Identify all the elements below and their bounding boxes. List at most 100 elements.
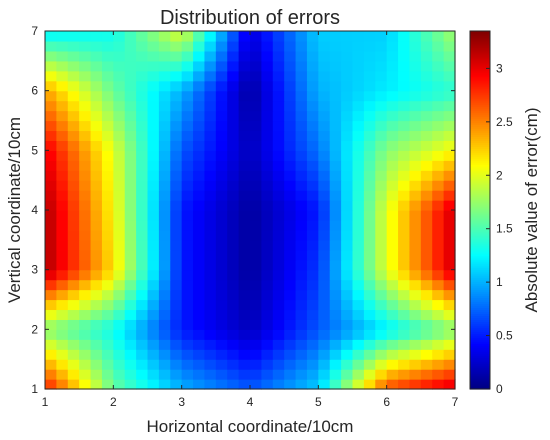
heatmap-cell [79,219,92,231]
colorbar-segment [470,86,490,90]
heatmap-cell [101,299,114,311]
heatmap-cell [318,100,331,112]
heatmap-cell [45,379,57,390]
y-axis-label: Vertical coordinate/10cm [5,117,24,303]
heatmap-cell [386,339,399,350]
heatmap-cell [181,299,194,311]
heatmap-cell [238,200,251,211]
heatmap-cell [352,299,365,311]
heatmap-cell [215,259,228,271]
heatmap-cell [67,100,80,112]
heatmap-cell [420,299,433,311]
heatmap-cell [45,70,57,82]
heatmap-cell [432,379,445,390]
heatmap-cell [238,70,251,82]
heatmap-cell [170,239,183,251]
heatmap-cell [158,60,171,72]
heatmap-cell [90,180,103,191]
colorbar-segment [470,235,490,239]
colorbar-segment [470,249,490,253]
heatmap-cell [284,339,297,350]
heatmap-cell [375,100,388,112]
colorbar-segment [470,44,490,48]
heatmap-cell [386,279,399,291]
heatmap-cell [352,150,365,161]
heatmap-cell [295,60,308,72]
heatmap-cell [261,210,274,221]
colorbar-segment [470,243,490,247]
heatmap-cell [284,80,297,92]
heatmap-cell [329,299,342,311]
heatmap-cell [147,339,160,350]
heatmap-cell [250,279,262,291]
heatmap-cell [261,60,274,72]
heatmap-cell [215,289,228,301]
heatmap-cell [136,31,149,42]
heatmap-cell [329,219,342,231]
colorbar-segment [470,84,490,88]
colorbar-segment [470,381,490,384]
heatmap-cell [193,299,206,311]
heatmap-cell [67,170,80,181]
heatmap-cell [238,239,251,251]
heatmap-cell [238,210,251,221]
heatmap-cell [56,279,69,291]
heatmap-cell [181,379,194,390]
colorbar-segment [470,287,490,291]
heatmap-cell [352,269,365,281]
heatmap-cell [284,100,297,112]
heatmap-cell [56,190,69,201]
heatmap-cell [284,289,297,301]
heatmap-cell [124,219,137,231]
heatmap-cell [45,279,57,291]
heatmap-cell [272,349,285,360]
heatmap-cell [56,140,69,151]
heatmap-cell [386,210,399,221]
heatmap-cell [443,210,456,221]
heatmap-cell [420,200,433,211]
heatmap-cell [341,90,354,102]
heatmap-cell [227,40,240,52]
heatmap-cell [329,90,342,102]
colorbar-segment [470,112,490,116]
heatmap-cell [386,229,399,241]
colorbar-segment [470,223,490,227]
heatmap-cell [124,229,137,241]
heatmap-cell [284,170,297,181]
heatmap-cell [227,130,240,141]
heatmap-cell [261,359,274,370]
heatmap-cell [420,219,433,231]
heatmap-cell [295,80,308,92]
heatmap-cell [101,349,114,360]
colorbar-segment [470,144,490,147]
heatmap-cell [306,229,319,241]
heatmap-cell [250,299,262,311]
heatmap-cell [420,50,433,62]
heatmap-cell [432,239,445,251]
heatmap-cell [79,120,92,132]
heatmap-cell [56,369,69,380]
heatmap-cell [375,329,388,340]
heatmap-cell [306,80,319,92]
heatmap-cell [124,210,137,221]
heatmap-cell [113,110,126,122]
colorbar-tick-label: 2 [496,168,503,182]
heatmap-cell [90,359,103,370]
heatmap-cell [295,90,308,102]
heatmap-cell [352,170,365,181]
heatmap-cell [261,299,274,311]
heatmap-cell [158,299,171,311]
heatmap-cell [375,239,388,251]
heatmap-cell [375,269,388,281]
heatmap-cell [215,359,228,370]
heatmap-cell [193,100,206,112]
heatmap-cell [420,120,433,132]
heatmap-cell [352,70,365,82]
heatmap-cell [136,319,149,330]
heatmap-cell [204,130,217,141]
heatmap-cell [318,349,331,360]
heatmap-cell [101,229,114,241]
heatmap-cell [79,31,92,42]
heatmap-cell [375,289,388,301]
colorbar-segment [470,122,490,126]
